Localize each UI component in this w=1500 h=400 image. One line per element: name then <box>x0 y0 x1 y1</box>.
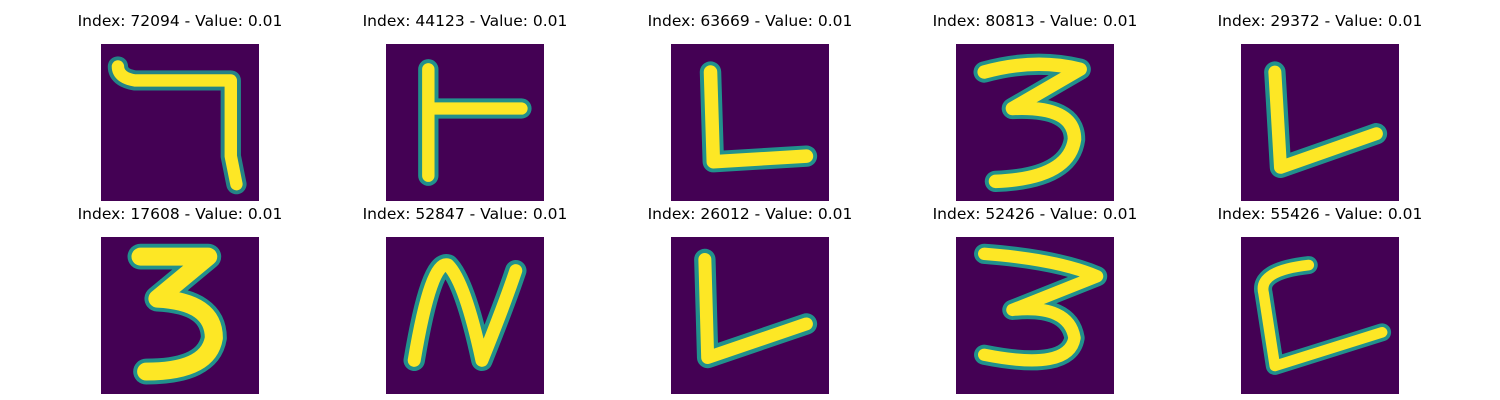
panel-title: Index: 52426 - Value: 0.01 <box>932 205 1138 223</box>
glyph-image-t-right <box>386 44 544 201</box>
glyph-image-N <box>386 237 544 394</box>
panel-title: Index: 63669 - Value: 0.01 <box>647 12 853 30</box>
glyph-image-c-l <box>1241 237 1399 394</box>
image-background <box>1241 44 1399 201</box>
glyph-image-three <box>956 44 1114 201</box>
image-background <box>386 44 544 201</box>
panel-8: Index: 26012 - Value: 0.01 <box>600 203 900 394</box>
panel-title: Index: 17608 - Value: 0.01 <box>77 205 283 223</box>
panel-title: Index: 44123 - Value: 0.01 <box>362 12 568 30</box>
image-background <box>671 44 829 201</box>
panel-9: Index: 52426 - Value: 0.01 <box>885 203 1185 394</box>
glyph-image-three <box>101 237 259 394</box>
glyph-image-L <box>671 237 829 394</box>
panel-title: Index: 80813 - Value: 0.01 <box>932 12 1138 30</box>
panel-title: Index: 55426 - Value: 0.01 <box>1217 205 1423 223</box>
panel-4: Index: 80813 - Value: 0.01 <box>885 10 1185 201</box>
panel-6: Index: 17608 - Value: 0.01 <box>30 203 330 394</box>
panel-1: Index: 72094 - Value: 0.01 <box>30 10 330 201</box>
glyph-image-three <box>956 237 1114 394</box>
panel-10: Index: 55426 - Value: 0.01 <box>1170 203 1470 394</box>
glyph-image-L <box>671 44 829 201</box>
panel-title: Index: 72094 - Value: 0.01 <box>77 12 283 30</box>
glyph-image-L <box>1241 44 1399 201</box>
glyph-image-seven <box>101 44 259 201</box>
panel-2: Index: 44123 - Value: 0.01 <box>315 10 615 201</box>
panel-title: Index: 52847 - Value: 0.01 <box>362 205 568 223</box>
panel-3: Index: 63669 - Value: 0.01 <box>600 10 900 201</box>
panel-7: Index: 52847 - Value: 0.01 <box>315 203 615 394</box>
panel-title: Index: 29372 - Value: 0.01 <box>1217 12 1423 30</box>
panel-title: Index: 26012 - Value: 0.01 <box>647 205 853 223</box>
panel-5: Index: 29372 - Value: 0.01 <box>1170 10 1470 201</box>
